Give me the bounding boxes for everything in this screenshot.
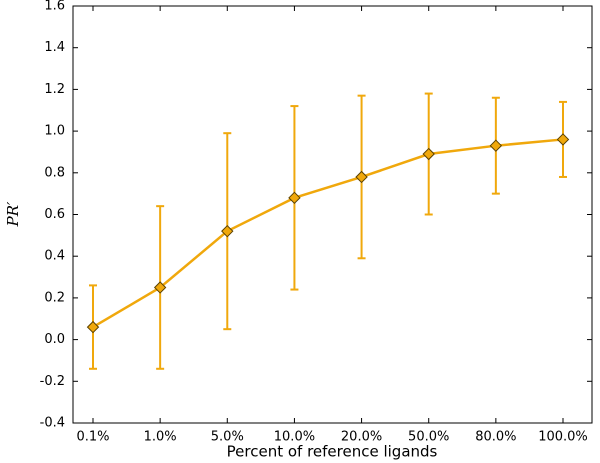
marker	[355, 170, 368, 184]
marker	[288, 191, 301, 205]
y-tick-label: 0.0	[44, 332, 65, 347]
marker	[422, 147, 435, 161]
y-tick-label: 0.2	[44, 290, 65, 305]
x-tick-label: 80.0%	[475, 430, 516, 445]
y-tick-label: 1.0	[44, 124, 65, 139]
x-axis-title: Percent of reference ligands	[227, 443, 438, 461]
y-tick-label: 1.6	[44, 0, 65, 14]
series-line	[92, 138, 564, 329]
marker	[86, 320, 100, 334]
y-axis-title: PR′	[4, 201, 22, 227]
marker	[221, 224, 234, 238]
marker	[153, 281, 167, 294]
x-tick-label: 1.0%	[144, 430, 177, 445]
y-tick-label: 0.6	[44, 207, 65, 222]
y-tick-label: -0.2	[40, 374, 65, 389]
x-tick-label: 10.0%	[274, 430, 315, 445]
y-tick-label: 0.4	[44, 249, 65, 264]
x-tick-label: 100.0%	[538, 430, 588, 445]
y-tick-label: -0.4	[40, 416, 65, 431]
x-tick-label: 5.0%	[211, 430, 244, 445]
y-tick-label: 0.8	[44, 165, 65, 180]
marker	[489, 139, 503, 152]
x-tick-label: 20.0%	[341, 430, 382, 445]
y-tick-label: 1.2	[44, 82, 65, 97]
plot-frame	[72, 5, 593, 424]
x-tick-label: 0.1%	[76, 430, 109, 445]
y-tick-label: 1.4	[44, 40, 65, 55]
x-tick-label: 50.0%	[408, 430, 449, 445]
marker	[556, 133, 570, 146]
